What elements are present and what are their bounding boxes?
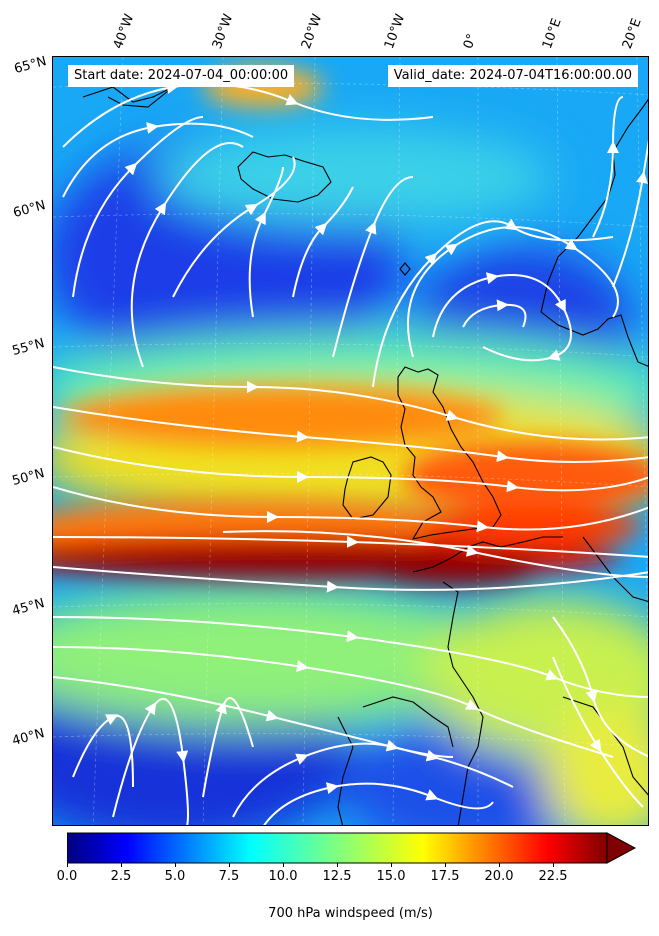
valid-date-label: Valid_date: 2024-07-04T16:00:00.00: [387, 65, 638, 87]
colorbar-extend-arrow: [606, 832, 637, 864]
colorbar-tick-label: 20.0: [484, 869, 514, 884]
lon-label-20w: 20°W: [298, 12, 326, 51]
colorbar-tick-label: 17.5: [430, 869, 460, 884]
streamlines: [53, 82, 648, 825]
lat-label-50n: 50°N: [10, 466, 47, 489]
lat-label-60n: 60°N: [11, 198, 48, 221]
colorbar-tick-label: 10.0: [268, 869, 298, 884]
colorbar-tick-label: 15.0: [376, 869, 406, 884]
wind-speed-field: [53, 57, 648, 825]
colorbar-tick-label: 22.5: [538, 869, 568, 884]
colorbar-tickmark: [229, 863, 230, 867]
lon-label-20e: 20°E: [619, 16, 645, 51]
colorbar-tickmark: [337, 863, 338, 867]
colorbar-tickmark: [391, 863, 392, 867]
colorbar: [67, 832, 637, 864]
colorbar-tickmark: [553, 863, 554, 867]
lon-label-30w: 30°W: [209, 12, 237, 51]
lon-label-10e: 10°E: [539, 16, 565, 51]
colorbar-tickmark: [67, 863, 68, 867]
lat-label-55n: 55°N: [10, 336, 47, 359]
lon-label-40w: 40°W: [110, 12, 138, 51]
colorbar-tickmark: [445, 863, 446, 867]
lon-label-0: 0°: [460, 31, 481, 51]
colorbar-tick-label: 2.5: [110, 869, 132, 884]
colorbar-tickmark: [121, 863, 122, 867]
colorbar-label: 700 hPa windspeed (m/s): [268, 906, 433, 921]
map-panel: Start date: 2024-07-04_00:00:00 Valid_da…: [52, 56, 649, 826]
colorbar-tickmark: [283, 863, 284, 867]
wind-speed-map: Start date: 2024-07-04_00:00:00 Valid_da…: [53, 57, 648, 825]
lon-label-10w: 10°W: [381, 12, 409, 51]
colorbar-tickmark: [175, 863, 176, 867]
lat-label-45n: 45°N: [10, 596, 47, 619]
colorbar-tick-label: 5.0: [164, 869, 186, 884]
colorbar-tick-label: 0.0: [56, 869, 78, 884]
lat-label-65n: 65°N: [12, 54, 49, 77]
colorbar-tickmark: [499, 863, 500, 867]
colorbar-gradient: [67, 832, 608, 864]
colorbar-tick-label: 12.5: [322, 869, 352, 884]
start-date-label: Start date: 2024-07-04_00:00:00: [68, 65, 295, 87]
lat-label-40n: 40°N: [10, 726, 47, 749]
colorbar-tick-label: 7.5: [218, 869, 240, 884]
